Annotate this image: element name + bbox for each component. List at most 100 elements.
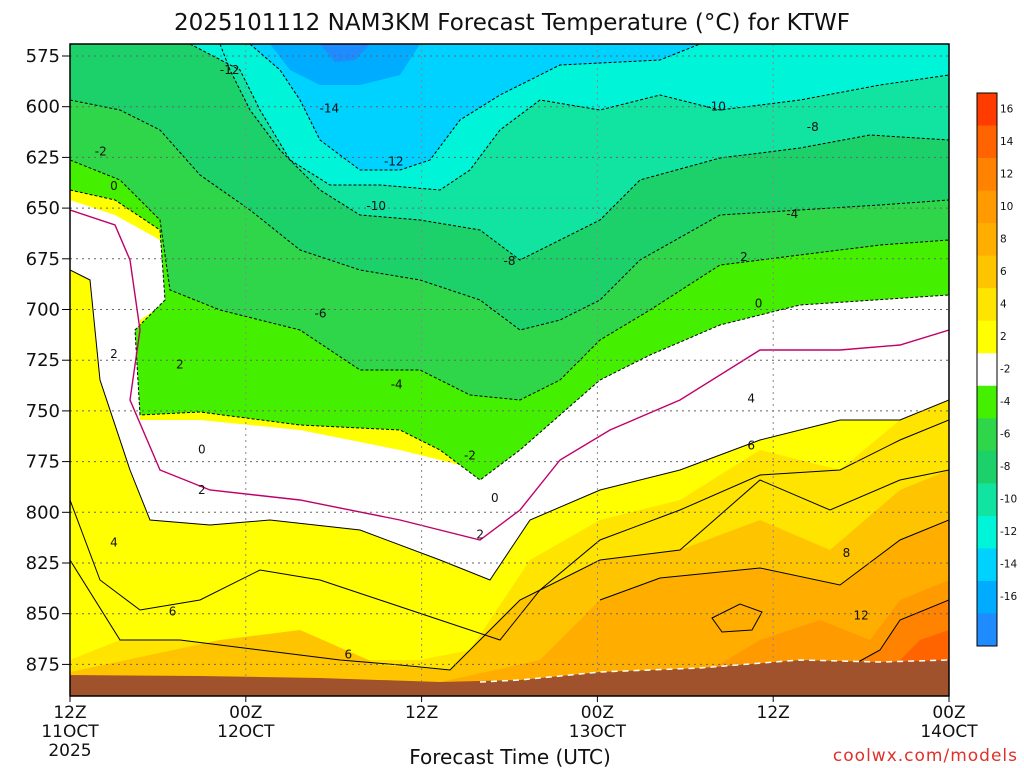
colorbar-segment-15 xyxy=(977,580,997,614)
colorbar-tick-14: -14 xyxy=(1000,559,1017,571)
contour-label-4: -8 xyxy=(504,254,516,268)
colorbar-segment-7 xyxy=(977,320,997,354)
contour-label-1: -14 xyxy=(320,102,340,116)
chart-title: 2025101112 NAM3KM Forecast Temperature (… xyxy=(174,10,850,36)
colorbar: 16 14 12 10 8 6 4 2 -2 -4 -6 -8 -10 -12 -14 -16 xyxy=(976,92,1017,647)
y-tick-label-575: 575 xyxy=(26,46,60,67)
colorbar-segment-6 xyxy=(977,288,997,322)
colorbar-tick-8: -2 xyxy=(1000,364,1010,376)
colorbar-tick-10: -6 xyxy=(1000,429,1011,441)
y-tick-label-600: 600 xyxy=(26,97,60,118)
terrain-fill xyxy=(70,660,949,696)
colorbar-segment-2 xyxy=(977,158,997,192)
contour-label-14: 2 xyxy=(176,357,184,371)
y-tick-label-625: 625 xyxy=(26,147,60,168)
colorbar-segment-10 xyxy=(977,418,997,452)
contour-line-2-left xyxy=(70,269,949,581)
colorbar-tick-12: -10 xyxy=(1000,494,1017,506)
contour-label-7: -2 xyxy=(464,449,476,463)
x-tick-date-1: 12OCT xyxy=(217,722,275,742)
colorbar-tick-7: 2 xyxy=(1000,331,1007,343)
contour-label-19: 2 xyxy=(740,250,748,264)
contour-line-12 xyxy=(839,599,949,673)
y-tick-label-725: 725 xyxy=(26,350,60,371)
contour-line-minus10 xyxy=(189,44,949,191)
contour-label-9: -10 xyxy=(706,100,726,114)
contour-label-26: 6 xyxy=(345,647,353,661)
colorbar-segment-4 xyxy=(977,223,997,257)
contour-label-3: -10 xyxy=(366,199,386,213)
contour-line-10-loop xyxy=(711,603,763,633)
contour-label-27: 12 xyxy=(853,609,868,623)
x-tick-date-3: 13OCT xyxy=(569,722,627,742)
x-tick-year-0: 2025 xyxy=(48,741,91,761)
band-above-8 xyxy=(80,520,949,696)
colorbar-tick-2: 12 xyxy=(1000,168,1013,180)
terrain-ground xyxy=(70,659,949,696)
colorbar-segment-1 xyxy=(977,125,997,159)
x-tick-label-2: 12Z xyxy=(405,703,438,723)
contour-labels: -12 -14 -12 -10 -8 -6 -4 -2 -2 -10 -8 -4 0 2 2 0 2 0 2 2 0 4 6… xyxy=(95,63,869,661)
x-axis-label: Forecast Time (UTC) xyxy=(409,745,611,768)
band-below-minus14 xyxy=(270,44,420,85)
x-tick-label-1: 00Z xyxy=(229,703,262,723)
y-tick-label-700: 700 xyxy=(26,300,60,321)
colorbar-tick-5: 6 xyxy=(1000,266,1007,278)
contour-label-10: -8 xyxy=(807,120,819,134)
x-tick-date-5: 14OCT xyxy=(920,722,978,742)
colorbar-tick-9: -4 xyxy=(1000,396,1011,408)
colorbar-tick-15: -16 xyxy=(1000,591,1017,603)
contour-label-16: 2 xyxy=(198,483,206,497)
colorbar-segment-13 xyxy=(977,515,997,549)
contour-label-2: -12 xyxy=(384,154,404,168)
contour-label-18: 2 xyxy=(476,528,484,542)
colorbar-tick-0: 16 xyxy=(1000,103,1014,115)
y-tick-label-825: 825 xyxy=(26,553,60,574)
y-tick-label-800: 800 xyxy=(26,502,60,523)
contour-label-17: 0 xyxy=(491,491,499,505)
colorbar-segment-12 xyxy=(977,483,997,517)
contour-label-0: -12 xyxy=(220,63,240,77)
contour-line-4 xyxy=(70,419,949,641)
contour-line-6 xyxy=(70,469,949,671)
contour-line-minus2 xyxy=(70,189,949,481)
contour-label-22: 6 xyxy=(747,438,755,452)
colorbar-segment-5 xyxy=(977,255,997,289)
contour-line-minus8 xyxy=(219,44,949,261)
colorbar-segment-16 xyxy=(977,613,997,647)
colorbar-segment-0 xyxy=(977,93,997,127)
contour-label-6: -4 xyxy=(391,378,403,392)
y-tick-label-875: 875 xyxy=(26,654,60,675)
x-tick-label-5: 00Z xyxy=(932,703,965,723)
y-axis: 575 600 625 650 675 700 725 750 775 800 825 850 875 xyxy=(26,46,70,675)
terrain-edge xyxy=(479,659,949,683)
x-tick-date-0: 11OCT xyxy=(41,722,99,742)
colorbar-segment-3 xyxy=(977,190,997,224)
band-below-minus16 xyxy=(320,44,370,62)
contour-line-8 xyxy=(599,519,949,601)
contour-label-12: 0 xyxy=(110,179,118,193)
contour-line-minus4 xyxy=(70,159,949,401)
contour-label-8: -2 xyxy=(95,144,107,158)
plot-area: -12 -14 -12 -10 -8 -6 -4 -2 -2 -10 -8 -4 0 2 2 0 2 0 2 2 0 4 6… xyxy=(69,43,950,697)
colorbar-frame xyxy=(976,92,998,647)
colorbar-segment-8 xyxy=(977,353,997,387)
x-tick-label-3: 00Z xyxy=(581,703,614,723)
colorbar-tick-6: 4 xyxy=(1000,298,1007,310)
credit-text: coolwx.com/models xyxy=(833,746,1018,766)
contour-label-5: -6 xyxy=(315,307,327,321)
colorbar-tick-13: -12 xyxy=(1000,526,1017,538)
x-tick-label-0: 12Z xyxy=(53,703,86,723)
x-tick-label-4: 12Z xyxy=(757,703,790,723)
contour-label-20: 0 xyxy=(755,296,763,310)
y-tick-label-850: 850 xyxy=(26,604,60,625)
contour-label-23: 8 xyxy=(843,546,851,560)
colorbar-tick-1: 14 xyxy=(1000,136,1014,148)
colorbar-tick-3: 10 xyxy=(1000,201,1013,213)
contour-label-13: 2 xyxy=(110,347,118,361)
contour-label-21: 4 xyxy=(747,392,755,406)
contour-label-15: 0 xyxy=(198,442,206,456)
contour-label-25: 6 xyxy=(169,605,177,619)
y-tick-label-750: 750 xyxy=(26,401,60,422)
